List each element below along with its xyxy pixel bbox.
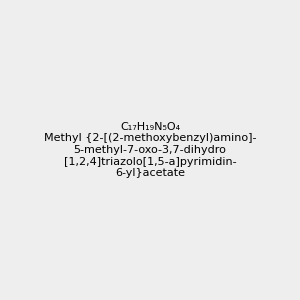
Text: C₁₇H₁₉N₅O₄
Methyl {2-[(2-methoxybenzyl)amino]-
5-methyl-7-oxo-3,7-dihydro
[1,2,4: C₁₇H₁₉N₅O₄ Methyl {2-[(2-methoxybenzyl)a… [44,122,256,178]
